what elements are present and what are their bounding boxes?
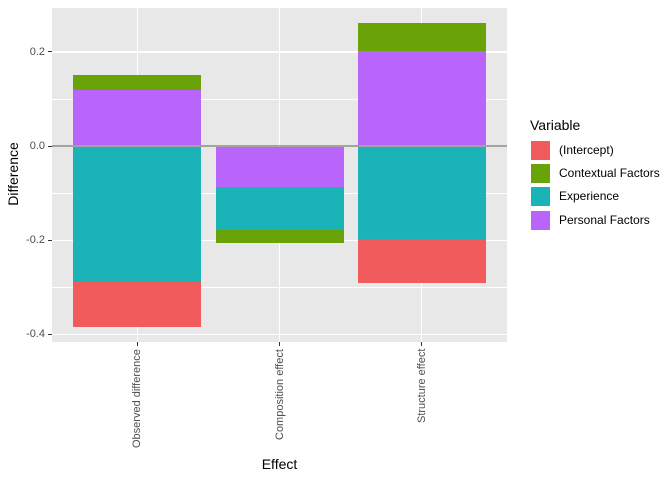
y-tick-label: -0.4 — [26, 328, 45, 341]
bar-segment-contextual-factors — [357, 22, 486, 51]
legend-swatch — [531, 141, 550, 160]
legend-swatch — [531, 187, 550, 207]
bar-segment-experience — [73, 146, 202, 283]
legend-item-label: (Intercept) — [559, 143, 614, 157]
bar-segment-personal-factors — [357, 50, 486, 147]
y-tick-mark — [48, 239, 52, 241]
y-tick-mark — [48, 333, 52, 335]
x-tick-mark — [421, 342, 423, 346]
bar-segment--intercept- — [357, 239, 486, 284]
x-tick-label: Observed difference — [131, 349, 144, 448]
legend-item: Experience — [531, 187, 620, 207]
y-tick-label: 0.0 — [29, 140, 45, 153]
bar-segment-contextual-factors — [73, 75, 202, 91]
bar-segment--intercept- — [73, 282, 202, 328]
legend-swatch — [531, 210, 550, 230]
legend-swatch — [531, 164, 550, 184]
y-tick-label: -0.2 — [26, 234, 45, 247]
zero-line — [52, 144, 507, 148]
legend-item: Contextual Factors — [531, 164, 660, 184]
plot-panel — [52, 8, 507, 342]
bar-segment-personal-factors — [73, 90, 202, 147]
y-tick-mark — [48, 51, 52, 53]
legend-title: Variable — [530, 117, 581, 133]
x-tick-label: Structure effect — [415, 349, 428, 424]
bar-segment-experience — [215, 187, 344, 231]
x-axis-title: Effect — [261, 456, 298, 472]
bar-segment-experience — [357, 146, 486, 240]
y-tick-mark — [48, 145, 52, 147]
x-tick-label: Composition effect — [273, 349, 286, 440]
y-tick-label: 0.2 — [29, 45, 45, 58]
legend-item-label: Experience — [559, 189, 620, 204]
bar-segment-contextual-factors — [215, 230, 344, 243]
x-tick-mark — [279, 342, 280, 346]
bar-segment-personal-factors — [215, 146, 344, 188]
legend-item-label: Contextual Factors — [559, 166, 660, 181]
legend-item-label: Personal Factors — [559, 212, 650, 227]
legend-item: (Intercept) — [531, 141, 614, 160]
x-tick-mark — [136, 342, 138, 346]
legend-item: Personal Factors — [531, 210, 650, 230]
